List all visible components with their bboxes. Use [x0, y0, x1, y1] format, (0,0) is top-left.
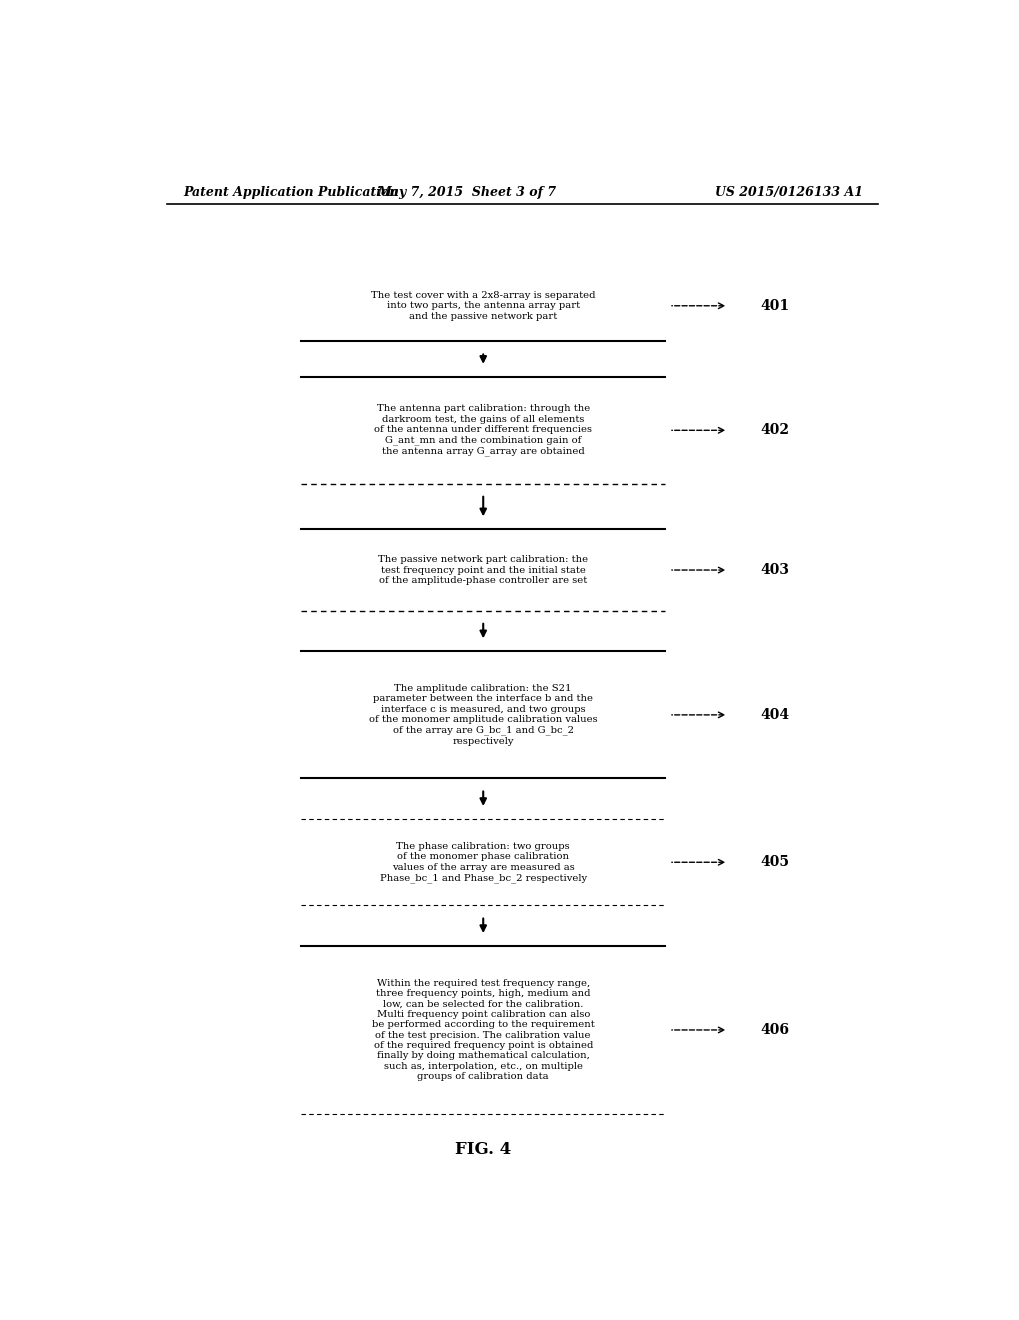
Text: The amplitude calibration: the S21
parameter between the interface b and the
int: The amplitude calibration: the S21 param… [369, 684, 597, 746]
Text: The antenna part calibration: through the
darkroom test, the gains of all elemen: The antenna part calibration: through th… [374, 404, 592, 457]
Text: 406: 406 [759, 1023, 788, 1038]
Text: 405: 405 [759, 855, 788, 870]
Text: The test cover with a 2x8-array is separated
into two parts, the antenna array p: The test cover with a 2x8-array is separ… [371, 290, 595, 321]
Text: The passive network part calibration: the
test frequency point and the initial s: The passive network part calibration: th… [378, 556, 588, 585]
Text: 404: 404 [759, 708, 789, 722]
Text: The phase calibration: two groups
of the monomer phase calibration
values of the: The phase calibration: two groups of the… [379, 842, 586, 883]
Text: US 2015/0126133 A1: US 2015/0126133 A1 [714, 186, 862, 199]
Text: 401: 401 [759, 298, 789, 313]
Text: 402: 402 [759, 424, 788, 437]
Text: Patent Application Publication: Patent Application Publication [182, 186, 398, 199]
Text: Within the required test frequency range,
three frequency points, high, medium a: Within the required test frequency range… [372, 978, 594, 1081]
Text: May 7, 2015  Sheet 3 of 7: May 7, 2015 Sheet 3 of 7 [377, 186, 556, 199]
Text: 403: 403 [759, 564, 788, 577]
Text: FIG. 4: FIG. 4 [454, 1140, 511, 1158]
